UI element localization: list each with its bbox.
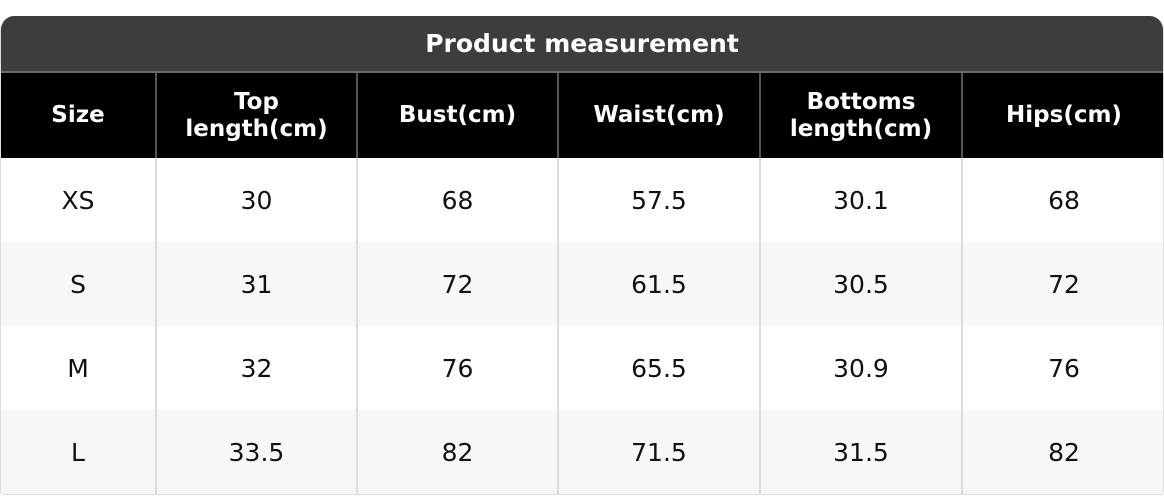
cell-top-length: 32 <box>156 326 358 410</box>
cell-bust: 82 <box>357 410 559 494</box>
cell-bottoms-length: 31.5 <box>760 410 963 494</box>
header-size: Size <box>1 73 157 158</box>
measurement-table: Size Top length(cm) Bust(cm) Waist(cm) B… <box>1 73 1163 494</box>
header-bust: Bust(cm) <box>357 73 559 158</box>
cell-bust: 76 <box>357 326 559 410</box>
header-bottoms-length: Bottoms length(cm) <box>760 73 963 158</box>
cell-waist: 61.5 <box>558 242 761 326</box>
cell-waist: 65.5 <box>558 326 761 410</box>
cell-waist: 71.5 <box>558 410 761 494</box>
header-waist: Waist(cm) <box>558 73 761 158</box>
cell-hips: 72 <box>962 242 1163 326</box>
cell-size: M <box>1 326 157 410</box>
table-row: L 33.5 82 71.5 31.5 82 <box>1 410 1163 494</box>
table-title: Product measurement <box>1 16 1163 73</box>
table-row: XS 30 68 57.5 30.1 68 <box>1 158 1163 242</box>
measurement-table-card: Product measurement Size Top length(cm) … <box>0 16 1164 495</box>
cell-top-length: 30 <box>156 158 358 242</box>
header-hips: Hips(cm) <box>962 73 1163 158</box>
table-row: M 32 76 65.5 30.9 76 <box>1 326 1163 410</box>
cell-bust: 72 <box>357 242 559 326</box>
header-top-length: Top length(cm) <box>156 73 358 158</box>
cell-hips: 82 <box>962 410 1163 494</box>
cell-hips: 76 <box>1048 353 1080 383</box>
cell-size: XS <box>1 158 157 242</box>
table-row: S 31 72 61.5 30.5 72 <box>1 242 1163 326</box>
header-row: Size Top length(cm) Bust(cm) Waist(cm) B… <box>1 73 1163 158</box>
cell-bottoms-length: 30.1 <box>760 158 963 242</box>
cell-size: S <box>1 242 157 326</box>
cell-top-length: 33.5 <box>156 410 358 494</box>
cell-bottoms-length: 30.9 <box>760 326 963 410</box>
cell-size: L <box>1 410 157 494</box>
cell-bust: 68 <box>357 158 559 242</box>
cell-waist: 57.5 <box>558 158 761 242</box>
cell-bottoms-length: 30.5 <box>760 242 963 326</box>
cell-top-length: 31 <box>156 242 358 326</box>
cell-hips: 68 <box>1048 185 1080 215</box>
